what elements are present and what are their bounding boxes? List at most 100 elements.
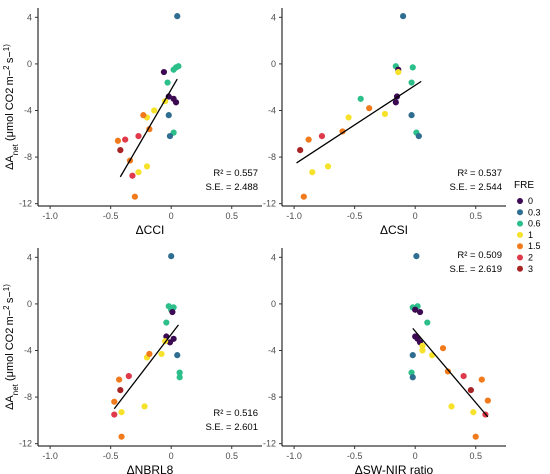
x-tick-label: -1.0 [286, 451, 302, 461]
standard-error-label: S.E. = 2.544 [449, 182, 502, 193]
data-point [392, 99, 399, 106]
data-point [166, 339, 174, 346]
data-point [176, 374, 183, 381]
data-point [408, 369, 415, 376]
regression-line [296, 80, 422, 164]
panel-2: 4 0 -4 -8 -12 -1.0 -0.5 0 0.5 ΔCSI R² = 0.537 S.E. … [263, 8, 506, 237]
y-tick-label: 0 [27, 59, 32, 69]
data-point [408, 79, 415, 86]
legend-title: FRE [514, 180, 534, 191]
x-tick-label: -0.5 [103, 211, 119, 221]
data-point [424, 319, 431, 326]
data-point [318, 133, 326, 140]
regression-line [119, 78, 178, 178]
data-point [169, 308, 176, 316]
data-point [170, 66, 177, 73]
data-point [409, 374, 416, 381]
data-point [140, 112, 147, 119]
legend-label: 1 [528, 230, 533, 240]
data-point [484, 397, 491, 404]
data-point [439, 345, 447, 352]
data-point [135, 169, 142, 176]
data-point [412, 306, 419, 313]
data-point [419, 347, 426, 354]
x-tick-label: 0.5 [225, 451, 238, 461]
y-tick-label: -8 [24, 152, 32, 162]
data-point [399, 13, 407, 20]
y-axis-label: ΔAnet (μmol CO2 m−2 s−1) [2, 44, 20, 170]
r-squared-label: R² = 0.537 [457, 168, 502, 179]
legend-label: 2 [528, 253, 533, 263]
data-point [172, 99, 180, 106]
data-point [160, 68, 168, 76]
x-tick-label: 0.5 [469, 451, 482, 461]
data-point [122, 136, 129, 143]
data-point [381, 110, 389, 118]
data-point [118, 433, 125, 440]
data-point [357, 95, 364, 102]
panel-4: 4 0 -4 -8 -12 -1.0 -0.5 0 0.5 ΔSW-NIR ratio R² = 0… [263, 248, 506, 474]
data-point [408, 112, 415, 119]
data-point [300, 193, 307, 200]
data-point [158, 350, 165, 358]
data-point [305, 136, 312, 143]
data-point [309, 169, 316, 176]
x-tick-label: 0 [169, 451, 174, 461]
data-point [114, 137, 122, 144]
data-point [118, 409, 125, 416]
panel-3: 4 0 -4 -8 -12 -1.0 -0.5 0 0.5 ΔNBRL8 ΔAnet (μmol C… [2, 248, 262, 474]
data-point [117, 386, 124, 394]
x-tick-label: -0.5 [347, 211, 363, 221]
y-tick-label: 4 [27, 252, 32, 262]
x-tick-label: -0.5 [347, 451, 363, 461]
legend-swatch [517, 220, 523, 227]
data-point [444, 368, 451, 375]
y-tick-label: -12 [19, 439, 32, 449]
y-tick-label: -12 [263, 439, 276, 449]
data-point [176, 369, 183, 376]
y-tick-label: -12 [19, 199, 32, 209]
y-tick-label: -4 [24, 105, 32, 115]
data-point [297, 146, 304, 154]
data-point [419, 342, 426, 349]
x-tick-label: 0 [413, 211, 418, 221]
data-point [151, 107, 158, 114]
data-point [470, 409, 477, 416]
data-point [111, 398, 118, 405]
data-point [163, 319, 170, 326]
data-point [125, 373, 132, 380]
data-point [135, 133, 142, 140]
y-tick-label: 4 [27, 12, 32, 22]
data-point [409, 352, 416, 359]
data-point [413, 253, 420, 260]
legend-swatch [517, 198, 523, 204]
legend: FRE 00.3 0.611.5 23 [514, 180, 541, 274]
data-point [117, 146, 124, 154]
y-tick-label: -4 [268, 345, 276, 355]
data-point [166, 133, 174, 140]
y-tick-label: -12 [263, 199, 276, 209]
x-tick-label: 0 [413, 451, 418, 461]
data-point [415, 133, 422, 140]
data-point [416, 308, 424, 316]
data-point [174, 13, 181, 20]
legend-swatch [517, 265, 523, 272]
r-squared-label: R² = 0.557 [213, 168, 258, 179]
y-tick-label: 0 [271, 299, 276, 309]
data-point [467, 386, 474, 394]
y-tick-label: 4 [271, 252, 276, 262]
data-point [366, 105, 373, 112]
x-axis-label: ΔNBRL8 [127, 463, 174, 474]
legend-label: 0 [528, 196, 533, 206]
y-tick-label: -4 [268, 105, 276, 115]
x-tick-label: 0 [169, 211, 174, 221]
y-tick-label: 0 [27, 299, 32, 309]
x-tick-label: -0.5 [103, 451, 119, 461]
r-squared-label: R² = 0.509 [457, 250, 502, 261]
data-point [324, 163, 332, 170]
data-point [165, 93, 172, 100]
x-tick-label: 0.5 [225, 211, 238, 221]
data-point [146, 350, 153, 358]
y-tick-label: 0 [271, 59, 276, 69]
